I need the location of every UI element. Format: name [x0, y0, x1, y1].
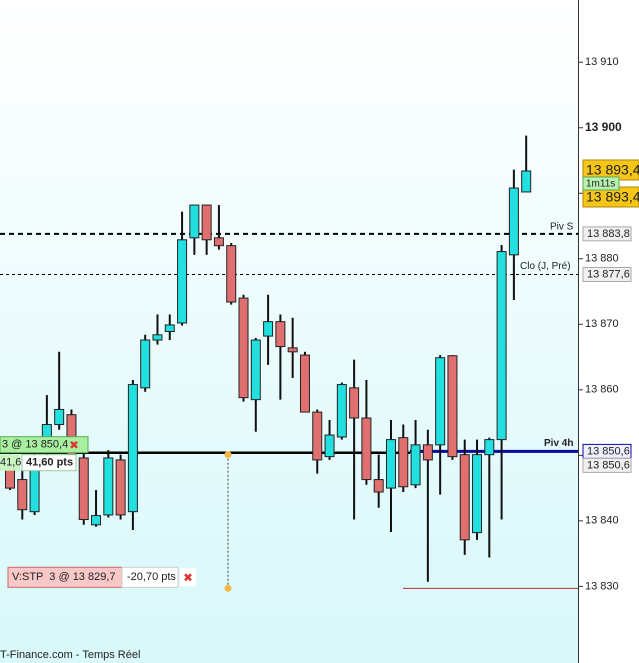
candle-body — [435, 357, 446, 446]
candle-body — [250, 339, 261, 401]
y-tick-label: 13 910 — [585, 56, 619, 68]
level-price-box — [582, 226, 632, 242]
candle-body — [189, 204, 200, 239]
y-tick-label: 13 830 — [585, 580, 619, 592]
candle-body — [140, 339, 151, 389]
stop-text: V:STP 3 @ 13 829,7 — [12, 571, 116, 583]
level-label: Clo (J, Pré) — [520, 261, 571, 272]
candle-body — [410, 444, 421, 486]
position-box — [0, 436, 89, 454]
y-tick-label: 13 900 — [585, 120, 622, 134]
y-tick-label: 13 860 — [585, 384, 619, 396]
candle-body — [177, 239, 188, 324]
candle-body — [299, 354, 310, 413]
candle-body — [447, 355, 458, 458]
level-label: Piv S — [550, 222, 574, 233]
candle-body — [127, 384, 138, 513]
y-tick-label: 13 870 — [585, 318, 619, 330]
candle-body — [54, 408, 65, 426]
level-price-box — [582, 267, 632, 283]
candle-body — [385, 439, 396, 489]
candle-body — [373, 479, 384, 493]
y-tick-label: 13 920 — [585, 0, 619, 3]
stop-pnl: -20,70 pts — [127, 571, 176, 583]
candle-body — [213, 237, 224, 247]
pnl-label: 41,60 pts — [26, 457, 73, 469]
plot-background — [0, 0, 578, 663]
anchor-dot — [224, 451, 232, 459]
candle-body — [263, 321, 274, 337]
pnl-short-box — [0, 454, 20, 471]
candle-body — [361, 417, 372, 481]
candle-body — [226, 245, 237, 303]
candle-body — [459, 454, 470, 541]
timer-box — [582, 176, 620, 191]
candle-body — [103, 457, 114, 516]
candle-body — [115, 459, 126, 516]
close-icon — [184, 573, 192, 582]
pnl-short: 41,6 — [0, 457, 21, 469]
candle-body — [324, 434, 335, 458]
axis-background — [578, 0, 639, 663]
timer: 1m11s — [586, 179, 615, 190]
position-price-box — [582, 457, 632, 473]
position-text: 3 @ 13 850,4 — [2, 439, 68, 451]
level-price: 13 877,6 — [587, 268, 630, 280]
footer: T-Finance.com - Temps Réel — [0, 649, 140, 661]
close-icon — [70, 440, 78, 449]
candle-body — [336, 384, 347, 438]
candle-body — [496, 251, 507, 441]
last-price: 13 893,4 — [586, 162, 639, 178]
pnl-box — [21, 454, 77, 472]
level-price: 13 883,8 — [587, 228, 630, 240]
anchor-dot — [224, 584, 232, 592]
candle-body — [201, 204, 212, 241]
candle-body — [484, 439, 495, 456]
level-label: Piv 4h — [544, 438, 573, 449]
candle-body — [521, 170, 532, 193]
candle-body — [164, 324, 175, 332]
candle-body — [17, 479, 28, 511]
candle-body — [152, 334, 163, 341]
candle-body — [508, 187, 519, 256]
candle-body — [349, 387, 360, 419]
candle-body — [287, 347, 298, 353]
y-tick-label: 13 880 — [585, 253, 619, 265]
candle-body — [398, 437, 409, 488]
candle-body — [312, 411, 323, 461]
candle-body — [238, 297, 249, 399]
candle-body — [422, 444, 433, 461]
y-tick-label: 13 840 — [585, 515, 619, 527]
level-price: 13 850,6 — [587, 445, 630, 457]
stop-pnl-box — [121, 566, 179, 588]
last-price: 13 893,4 — [586, 189, 639, 205]
candle-body — [472, 454, 483, 534]
candle-body — [78, 457, 89, 521]
position-price: 13 850,6 — [587, 459, 630, 471]
candle-body — [275, 321, 286, 348]
candle-body — [91, 515, 102, 526]
